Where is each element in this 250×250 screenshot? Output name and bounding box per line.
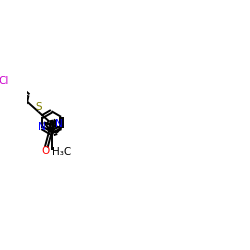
Text: H₃C: H₃C (52, 147, 71, 157)
Text: N: N (38, 122, 46, 132)
Text: S: S (35, 102, 42, 112)
Text: O: O (41, 146, 49, 156)
Text: Cl: Cl (0, 76, 9, 86)
Text: N: N (55, 118, 63, 128)
